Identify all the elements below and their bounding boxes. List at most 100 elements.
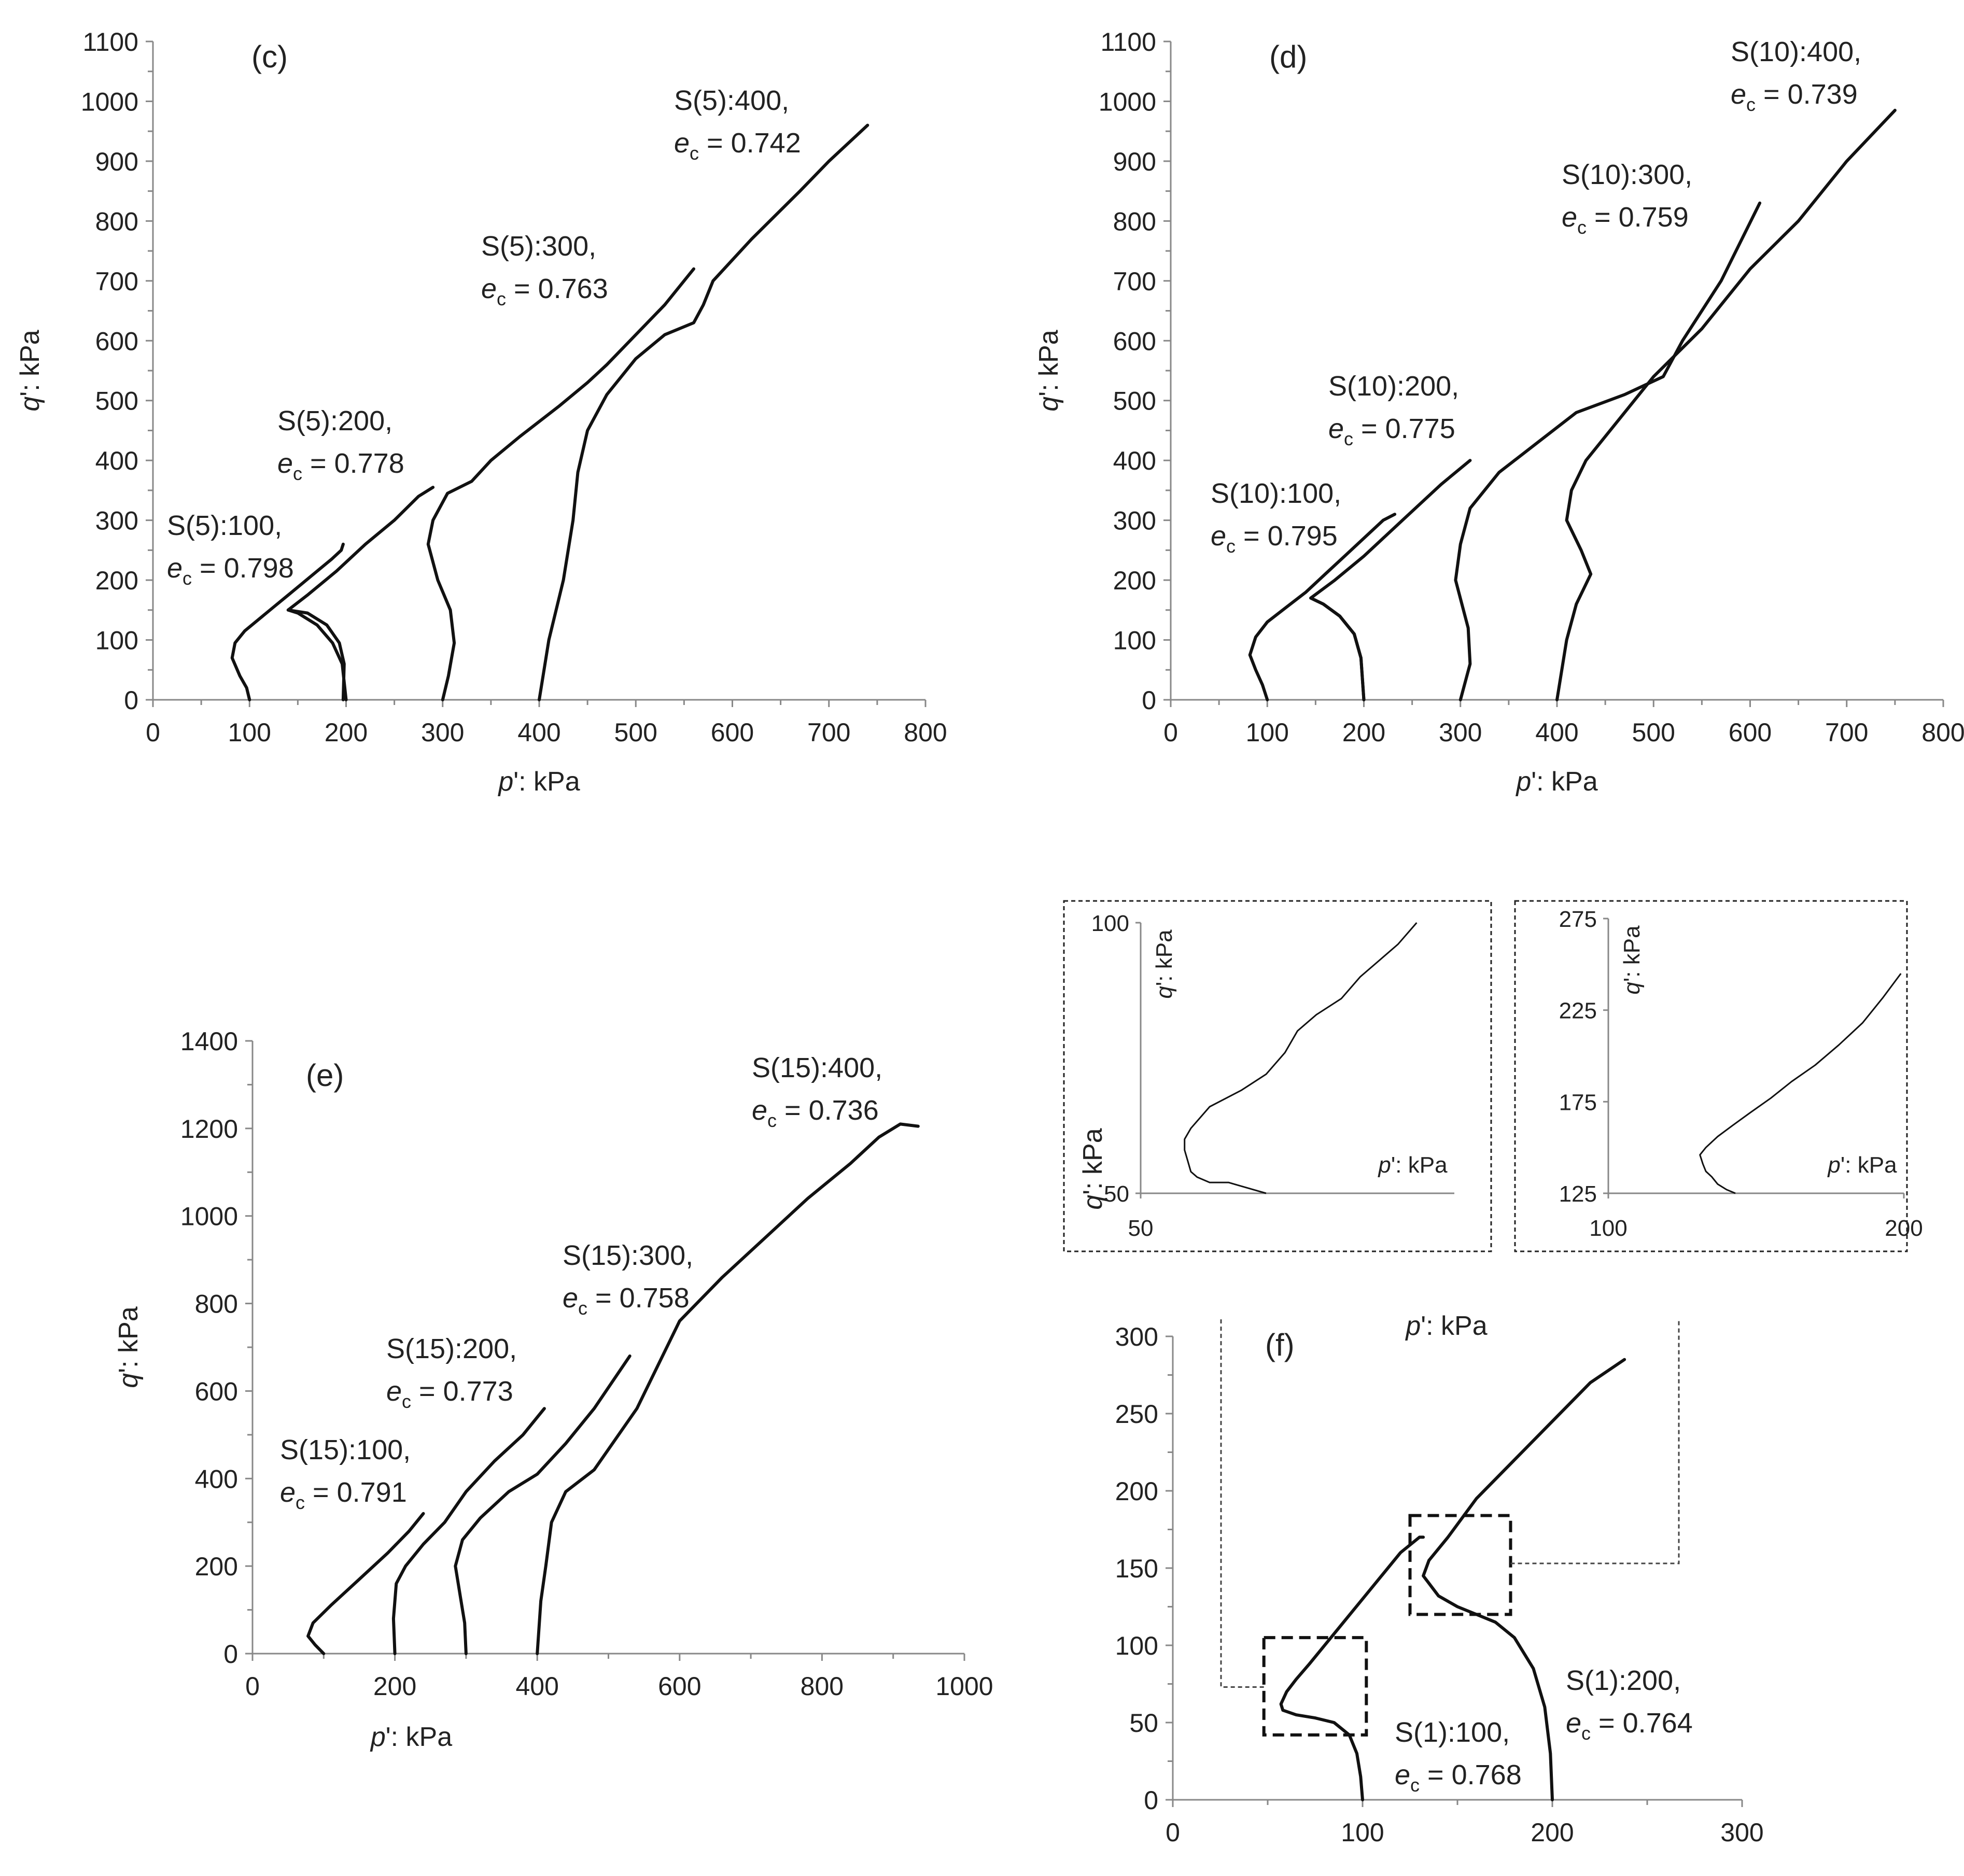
chart-c: 0 100 200 300 400 500 600 700 800 0 100 200 300 400 50… <box>81 27 947 747</box>
annotation-e-1-ec-label: ec = 0.773 <box>386 1376 513 1412</box>
series-line <box>1248 513 1397 701</box>
annotation-e-1-name-label: S(15):200, <box>386 1333 517 1364</box>
y-tick-label: 0 <box>124 686 138 715</box>
annotation-e-0-ec-label: ec = 0.791 <box>280 1477 407 1513</box>
annotation-d-3-ec-label: ec = 0.739 <box>1731 79 1858 115</box>
zoom-boxes <box>1220 1319 1680 1737</box>
y-tick-label: 900 <box>95 147 138 176</box>
series-line <box>306 1512 425 1655</box>
annotation-d-2-name-label: S(10):300, <box>1562 159 1692 190</box>
y-tick-label: 600 <box>1113 327 1156 356</box>
chart-inset1: 50 100 50 <box>1063 900 1492 1252</box>
series-line <box>1555 108 1897 701</box>
y-tick-label: 200 <box>1115 1477 1158 1506</box>
y-axis-label: q': kPa <box>114 1306 144 1388</box>
y-tick-label: 50 <box>1104 1181 1129 1207</box>
x-tick-label: 100 <box>1246 718 1289 747</box>
top-axis-label: p': kPa <box>1405 1311 1487 1341</box>
y-axis-label: q': kPa <box>15 330 45 411</box>
chart-e: 0 200 400 600 800 1000 0 200 400 600 800 1000 1200 14… <box>180 1027 993 1701</box>
chart-f: 0 100 200 300 0 50 100 150 200 250 300 (f) S(1):100,… <box>1115 1322 1764 1847</box>
x-tick-label: 600 <box>658 1672 701 1701</box>
annotation-d-1-name-label: S(10):200, <box>1328 371 1459 402</box>
series-line <box>538 123 869 701</box>
x-tick-label: 200 <box>1531 1818 1574 1847</box>
y-tick-label: 500 <box>1113 387 1156 416</box>
y-tick-label: 225 <box>1559 998 1597 1024</box>
annotation-c-3-name-label: S(5):400, <box>674 85 789 116</box>
y-tick-label: 800 <box>195 1290 238 1319</box>
y-tick-label: 1000 <box>180 1202 238 1231</box>
panel-label: (d) <box>1269 39 1307 74</box>
y-tick-label: 900 <box>1113 147 1156 176</box>
x-tick-label: 300 <box>1720 1818 1763 1847</box>
x-tick-label: 0 <box>146 718 160 747</box>
x-tick-label: 600 <box>711 718 754 747</box>
x-tick-label: 200 <box>1885 1216 1923 1241</box>
chart-d: 0 100 200 300 400 500 600 700 800 0 100 200 300 400 50… <box>1099 27 1964 747</box>
annotation-f-1-ec-label: ec = 0.764 <box>1566 1708 1693 1744</box>
series-line <box>1454 201 1762 701</box>
panel-label: (e) <box>306 1058 344 1093</box>
y-tick-label: 150 <box>1115 1554 1158 1583</box>
y-tick-label: 1400 <box>180 1027 238 1056</box>
x-tick-label: 50 <box>1128 1216 1154 1241</box>
y-tick-label: 700 <box>1113 267 1156 296</box>
annotation-d-1-ec-label: ec = 0.775 <box>1328 413 1455 449</box>
x-tick-label: 800 <box>1921 718 1964 747</box>
x-tick-label: 200 <box>325 718 368 747</box>
y-tick-label: 0 <box>223 1640 238 1669</box>
y-tick-label: 275 <box>1559 907 1597 932</box>
panel-label: (c) <box>251 39 288 74</box>
y-tick-label: 400 <box>95 446 138 475</box>
y-tick-label: 700 <box>95 267 138 296</box>
annotation-e-2-name-label: S(15):300, <box>563 1240 693 1271</box>
series-line <box>1699 973 1902 1194</box>
annotation-c-3-ec-label: ec = 0.742 <box>674 128 801 164</box>
y-tick-label: 200 <box>1113 566 1156 595</box>
x-tick-label: 800 <box>801 1672 844 1701</box>
zoom-box <box>1408 1514 1512 1616</box>
y-axis-label: q': kPa <box>1619 925 1645 995</box>
y-tick-label: 0 <box>1144 1786 1158 1815</box>
panel-label: (f) <box>1265 1328 1295 1362</box>
annotation-f-0-ec-label: ec = 0.768 <box>1395 1759 1522 1796</box>
y-tick-label: 800 <box>95 207 138 236</box>
x-tick-label: 0 <box>1166 1818 1180 1847</box>
y-tick-label: 800 <box>1113 207 1156 236</box>
x-tick-label: 200 <box>1342 718 1385 747</box>
inset-frame <box>1514 900 1908 1252</box>
y-tick-label: 300 <box>95 506 138 535</box>
y-tick-label: 0 <box>1142 686 1156 715</box>
annotation-c-2-ec-label: ec = 0.763 <box>481 273 608 309</box>
x-axis-label: p': kPa <box>1377 1152 1448 1178</box>
x-tick-label: 500 <box>614 718 657 747</box>
y-tick-label: 250 <box>1115 1400 1158 1429</box>
series-line <box>230 542 345 701</box>
annotation-d-2-ec-label: ec = 0.759 <box>1562 202 1689 238</box>
series-line <box>1309 459 1472 701</box>
y-tick-label: 1200 <box>180 1115 238 1144</box>
annotation-c-0-ec-label: ec = 0.798 <box>167 553 294 589</box>
series-line <box>454 1354 632 1655</box>
x-tick-label: 0 <box>1163 718 1178 747</box>
x-tick-label: 700 <box>1825 718 1868 747</box>
y-tick-label: 600 <box>195 1377 238 1406</box>
zoom-box <box>1262 1636 1368 1737</box>
y-tick-label: 1000 <box>81 87 138 116</box>
y-tick-label: 300 <box>1115 1322 1158 1351</box>
inset-frame <box>1063 900 1492 1252</box>
x-axis-label: p': kPa <box>1827 1152 1897 1178</box>
x-axis-label: p': kPa <box>497 767 580 797</box>
x-tick-label: 800 <box>904 718 947 747</box>
x-tick-label: 300 <box>421 718 464 747</box>
annotation-e-3-ec-label: ec = 0.736 <box>752 1095 879 1131</box>
y-tick-label: 50 <box>1129 1709 1158 1738</box>
x-tick-label: 0 <box>245 1672 260 1701</box>
x-tick-label: 200 <box>373 1672 416 1701</box>
x-tick-label: 700 <box>807 718 850 747</box>
x-axis-label: p': kPa <box>370 1722 452 1752</box>
y-tick-label: 1000 <box>1099 87 1156 116</box>
annotation-d-0-ec-label: ec = 0.795 <box>1211 520 1338 557</box>
